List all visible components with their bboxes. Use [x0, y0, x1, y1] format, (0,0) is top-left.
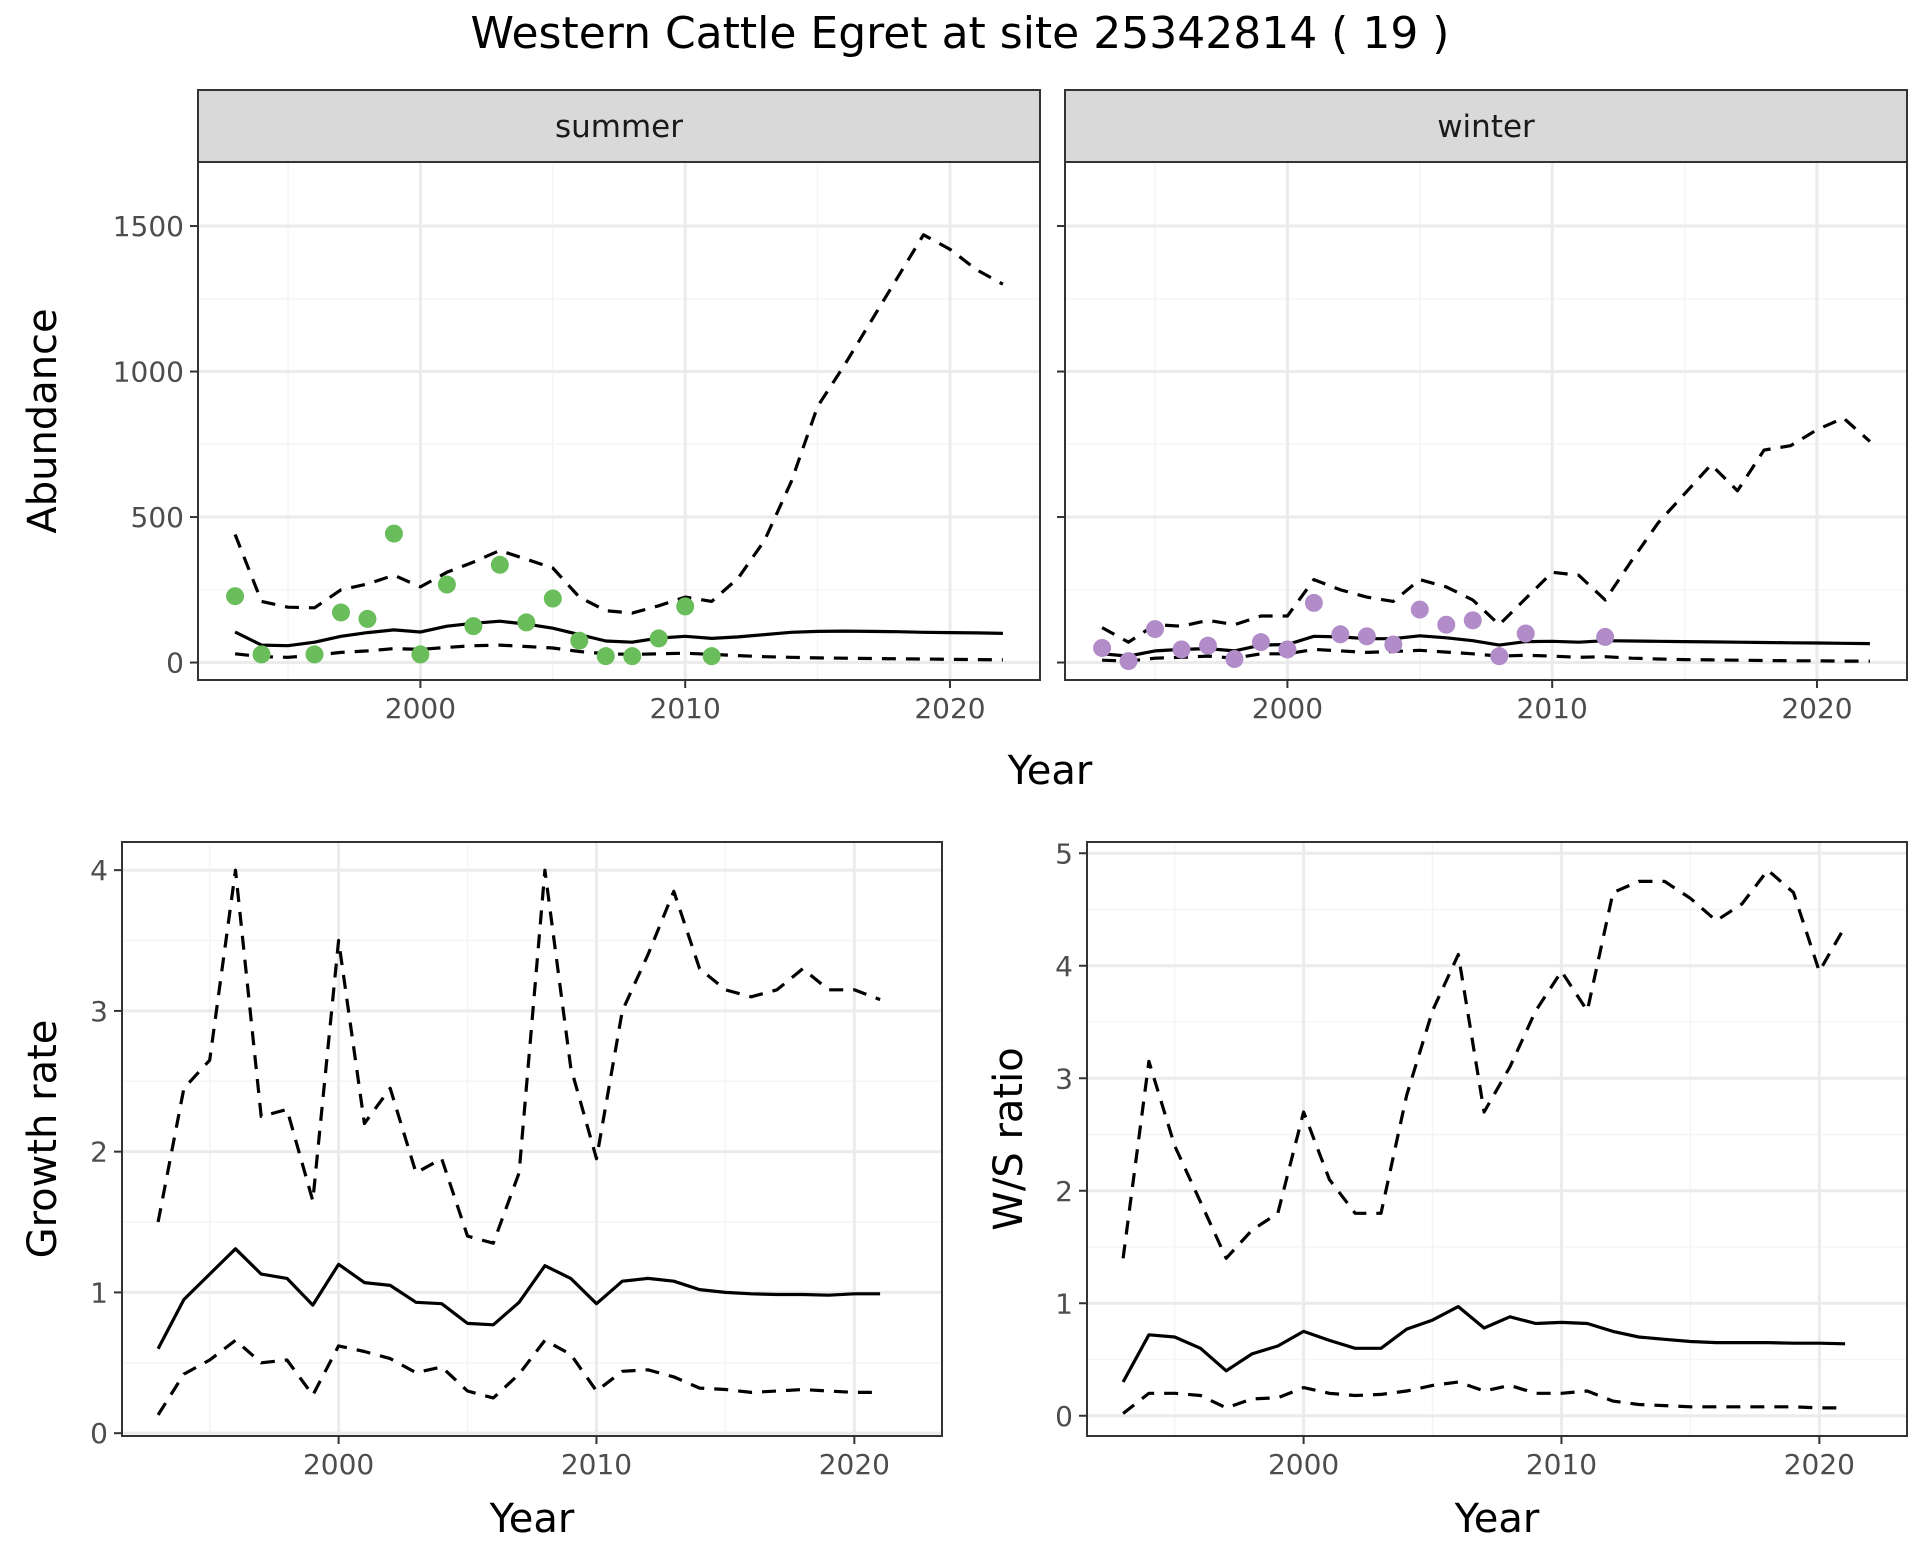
data-point — [1357, 627, 1376, 646]
y-tick-label: 0 — [1055, 1400, 1073, 1433]
abundance-winter-panel: 2000 2010 2020 — [1057, 161, 1908, 725]
data-point — [517, 613, 536, 632]
series-mean-line — [234, 619, 1003, 648]
growth-rate-panel: 2000 2010 2020 0 1 2 3 4 — [90, 841, 943, 1481]
x-tick-label: 2010 — [1517, 692, 1588, 725]
x-tick-label: 2000 — [1268, 1448, 1339, 1481]
data-point — [649, 629, 668, 648]
data-point — [490, 555, 509, 574]
facet-strip-label: summer — [555, 109, 683, 145]
x-axis-title: Year — [1007, 748, 1093, 794]
data-point — [543, 589, 562, 608]
facet-strip-label: winter — [1437, 109, 1535, 145]
data-point — [305, 645, 324, 664]
abundance-summer-panel: 2000 2010 2020 0 500 1000 1500 — [113, 161, 1041, 725]
x-tick-label: 2020 — [819, 1448, 890, 1481]
x-tick-label: 2000 — [303, 1448, 374, 1481]
data-point — [570, 631, 589, 650]
y-axis-title: Growth rate — [20, 1020, 66, 1259]
data-point — [1225, 650, 1244, 669]
x-tick-label: 2010 — [1526, 1448, 1597, 1481]
x-axis-title: Year — [489, 1496, 575, 1542]
data-point — [437, 575, 456, 594]
data-point — [1278, 640, 1297, 659]
x-tick-label: 2010 — [650, 692, 721, 725]
y-axis-title: Abundance — [20, 308, 66, 533]
panel-border — [1086, 841, 1908, 1437]
y-tick-label: 1500 — [113, 210, 184, 243]
data-point — [1516, 624, 1535, 643]
series-upper-line — [233, 233, 1004, 615]
data-point — [384, 524, 403, 543]
series-upper-line — [1101, 416, 1871, 644]
data-point — [1198, 636, 1217, 655]
y-tick-label: 4 — [1055, 950, 1073, 983]
data-point — [676, 597, 695, 616]
panel-border — [1064, 161, 1908, 681]
data-point — [623, 647, 642, 666]
data-point — [1463, 611, 1482, 630]
data-point — [1437, 615, 1456, 634]
y-tick-label: 0 — [166, 647, 184, 680]
series-mean-line — [1101, 634, 1870, 658]
y-tick-label: 2 — [90, 1136, 108, 1169]
x-axis-title: Year — [1454, 1496, 1540, 1542]
y-tick-label: 3 — [1055, 1062, 1073, 1095]
x-tick-label: 2020 — [1781, 692, 1852, 725]
data-point — [358, 609, 377, 628]
data-point — [1119, 652, 1138, 671]
series-lower-line — [234, 643, 1003, 662]
y-tick-label: 1 — [90, 1276, 108, 1309]
panel-border — [121, 841, 943, 1437]
y-tick-label: 1 — [1055, 1287, 1073, 1320]
data-point — [1331, 625, 1350, 644]
data-point — [1172, 640, 1191, 659]
data-point — [1093, 638, 1112, 657]
ws-ratio-panel: 2000 2010 2020 0 1 2 3 4 5 — [1055, 837, 1908, 1481]
x-tick-label: 2010 — [561, 1448, 632, 1481]
data-point — [464, 617, 483, 636]
facet-strip-winter — [1064, 89, 1908, 163]
data-point — [411, 645, 430, 664]
panel-border — [197, 161, 1041, 681]
y-tick-label: 5 — [1055, 837, 1073, 870]
plot-background — [1087, 842, 1907, 1436]
x-tick-label: 2020 — [914, 692, 985, 725]
series-mean-line — [1121, 1305, 1846, 1383]
data-point — [702, 647, 721, 666]
y-tick-label: 1000 — [113, 356, 184, 389]
chart-title: Western Cattle Egret at site 25342814 ( … — [471, 8, 1450, 59]
series-upper-line — [156, 868, 881, 1245]
plot-background — [198, 162, 1040, 680]
data-point — [1384, 635, 1403, 654]
data-point — [1146, 620, 1165, 639]
data-point — [1304, 593, 1323, 612]
y-tick-label: 500 — [131, 501, 184, 534]
data-point — [331, 603, 350, 622]
data-point — [1490, 647, 1509, 666]
x-tick-label: 2020 — [1784, 1448, 1855, 1481]
x-tick-label: 2000 — [1252, 692, 1323, 725]
y-tick-label: 4 — [90, 854, 108, 887]
series-mean-line — [156, 1247, 881, 1350]
facet-strip-summer — [197, 89, 1041, 163]
y-tick-label: 2 — [1055, 1175, 1073, 1208]
y-axis-title: W/S ratio — [986, 1047, 1032, 1230]
data-point — [1596, 627, 1615, 646]
series-lower-line — [1122, 1380, 1846, 1415]
series-upper-line — [1121, 868, 1847, 1260]
data-point — [252, 645, 271, 664]
data-point — [1410, 600, 1429, 619]
y-tick-label: 3 — [90, 995, 108, 1028]
plot-background — [1065, 162, 1907, 680]
data-point — [596, 647, 615, 666]
data-point — [226, 587, 245, 606]
x-tick-label: 2000 — [385, 692, 456, 725]
data-point — [1251, 633, 1270, 652]
y-tick-label: 0 — [90, 1417, 108, 1450]
